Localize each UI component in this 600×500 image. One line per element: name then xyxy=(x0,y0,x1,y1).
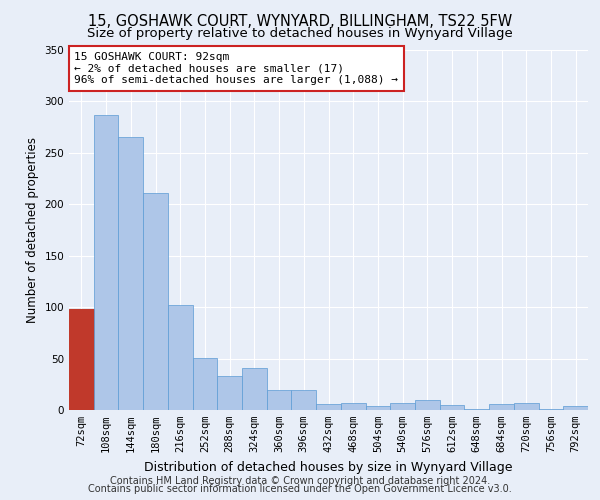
Bar xyxy=(464,409,489,410)
Bar xyxy=(514,403,539,410)
Bar xyxy=(390,403,415,410)
X-axis label: Distribution of detached houses by size in Wynyard Village: Distribution of detached houses by size … xyxy=(144,460,513,473)
Bar xyxy=(440,405,464,410)
Bar xyxy=(415,400,440,410)
Bar xyxy=(217,376,242,410)
Bar xyxy=(563,406,588,410)
Bar xyxy=(193,358,217,410)
Bar xyxy=(292,390,316,410)
Bar xyxy=(118,138,143,410)
Bar xyxy=(489,404,514,410)
Text: Size of property relative to detached houses in Wynyard Village: Size of property relative to detached ho… xyxy=(87,26,513,40)
Bar xyxy=(69,309,94,410)
Bar xyxy=(267,390,292,410)
Y-axis label: Number of detached properties: Number of detached properties xyxy=(26,137,39,323)
Bar xyxy=(94,115,118,410)
Bar xyxy=(143,193,168,410)
Text: 15 GOSHAWK COURT: 92sqm
← 2% of detached houses are smaller (17)
96% of semi-det: 15 GOSHAWK COURT: 92sqm ← 2% of detached… xyxy=(74,52,398,85)
Text: Contains HM Land Registry data © Crown copyright and database right 2024.: Contains HM Land Registry data © Crown c… xyxy=(110,476,490,486)
Bar xyxy=(365,406,390,410)
Bar xyxy=(316,404,341,410)
Bar xyxy=(539,409,563,410)
Bar xyxy=(168,305,193,410)
Text: 15, GOSHAWK COURT, WYNYARD, BILLINGHAM, TS22 5FW: 15, GOSHAWK COURT, WYNYARD, BILLINGHAM, … xyxy=(88,14,512,29)
Bar xyxy=(242,368,267,410)
Text: Contains public sector information licensed under the Open Government Licence v3: Contains public sector information licen… xyxy=(88,484,512,494)
Bar xyxy=(341,403,365,410)
